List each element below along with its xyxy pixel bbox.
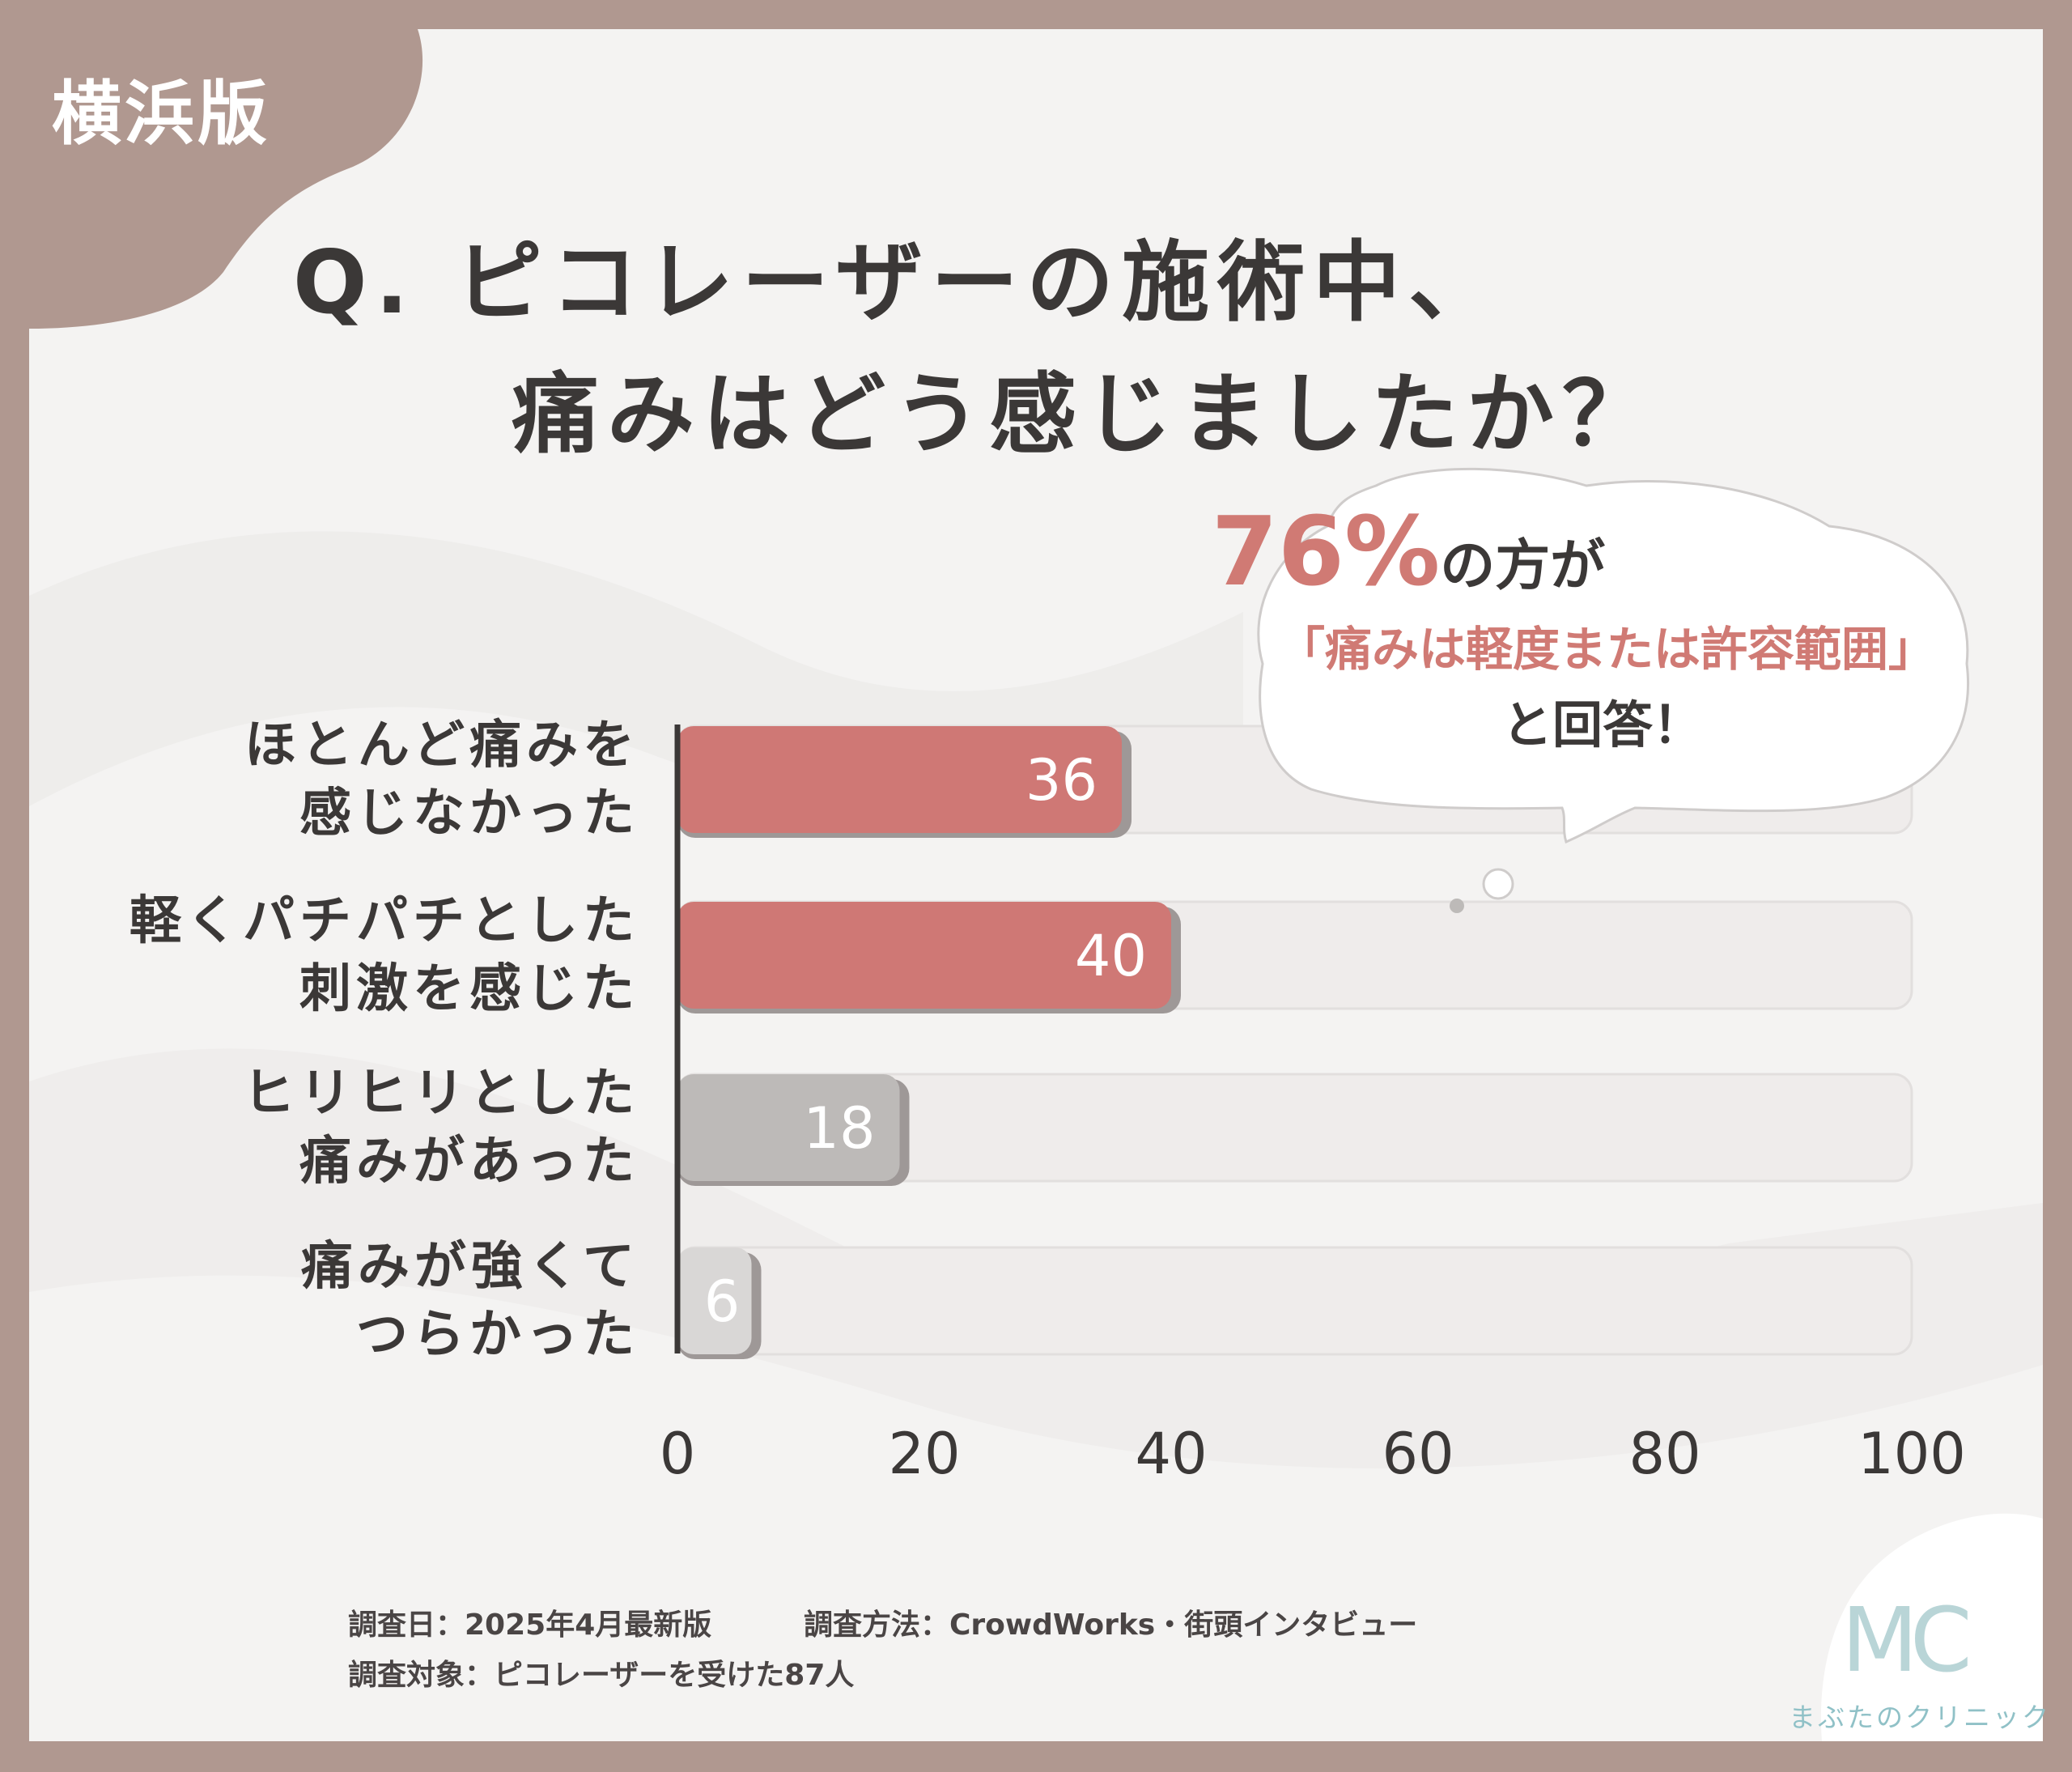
survey-method: 調査方法：CrowdWorks・街頭インタビュー — [804, 1608, 1418, 1642]
bar-track-3 — [676, 1246, 1913, 1356]
clinic-logo-mark: MC — [1841, 1588, 1972, 1692]
bar-1 — [677, 902, 1171, 1009]
callout-bubble — [1257, 467, 1969, 844]
category-label-line: ヒリヒリとした — [243, 1064, 639, 1124]
callout-dot-large — [1482, 868, 1514, 900]
survey-target: 調査対象：ピコレーザーを受けた87人 — [348, 1659, 855, 1692]
survey-date: 調査日：2025年4月最新版 — [348, 1608, 712, 1642]
bar-0 — [677, 726, 1122, 833]
bar-2 — [677, 1074, 900, 1181]
bar-3 — [677, 1247, 752, 1354]
x-tick-label-5: 100 — [1858, 1421, 1966, 1487]
bar-value-label-3: 6 — [704, 1268, 741, 1335]
callout-line1-rest: の方が — [1440, 534, 1606, 598]
question-title-line1: Q. ピコレーザーの施術中、 — [292, 232, 1505, 334]
x-tick-label-0: 0 — [659, 1421, 696, 1487]
category-label-line: 痛みがあった — [299, 1132, 639, 1192]
x-tick-label-4: 80 — [1628, 1421, 1701, 1487]
callout-percent: 76% — [1211, 495, 1441, 607]
corner-badge-shape — [29, 29, 423, 329]
bar-value-label-0: 36 — [1025, 747, 1098, 814]
category-label-line: 感じなかった — [299, 784, 639, 844]
category-label-line: ほとんど痛みを — [244, 716, 639, 776]
category-label-3: 痛みが強くてつらかった — [301, 1233, 639, 1369]
category-label-line: つらかった — [356, 1305, 639, 1365]
clinic-logo-name: まぶたのクリニック — [1789, 1702, 2051, 1733]
callout-line3: と回答！ — [1501, 695, 1703, 754]
callout-line1: 76%の方が — [1206, 495, 1611, 607]
category-label-line: 軽くパチパチとした — [130, 891, 639, 951]
x-tick-label-3: 60 — [1382, 1421, 1454, 1487]
bar-value-label-2: 18 — [803, 1095, 875, 1162]
x-tick-label-2: 40 — [1135, 1421, 1208, 1487]
category-label-2: ヒリヒリとした痛みがあった — [243, 1060, 639, 1196]
category-label-1: 軽くパチパチとした刺激を感じた — [130, 887, 639, 1023]
category-label-line: 刺激を感じた — [299, 959, 639, 1019]
category-label-line: 痛みが強くて — [300, 1237, 639, 1297]
x-tick-label-1: 20 — [888, 1421, 961, 1487]
region-badge: 横浜版 — [52, 74, 270, 155]
question-title-line2: 痛みはどう感じましたか？ — [511, 364, 1658, 465]
category-label-0: ほとんど痛みを感じなかった — [244, 712, 639, 848]
callout-line2: 「痛みは軽度または許容範囲」 — [1277, 622, 1935, 677]
bar-value-label-1: 40 — [1075, 923, 1147, 989]
card — [29, 29, 2043, 1741]
callout-dot-small — [1450, 899, 1464, 913]
